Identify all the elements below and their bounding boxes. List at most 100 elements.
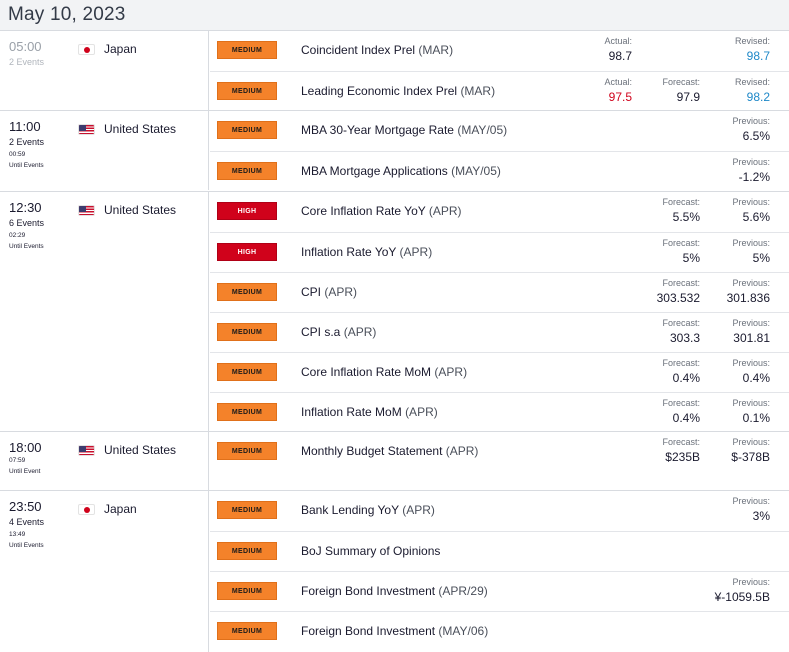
event-group: 12:30 6 Events 02:29 Until Events United Sta… <box>0 191 789 431</box>
event-period: (APR) <box>434 365 468 379</box>
event-name[interactable]: Core Inflation Rate YoY (APR) <box>301 204 462 218</box>
forecast-number: 303.532 <box>656 291 700 305</box>
event-period: (APR) <box>405 405 438 419</box>
event-time: 11:00 <box>9 119 41 134</box>
event-group: 05:00 2 Events Japan MEDIUM Coincident Index… <box>0 30 789 110</box>
previous-number: 6.5% <box>742 129 770 143</box>
event-name[interactable]: Bank Lending YoY (APR) <box>301 503 435 517</box>
group-info: 18:00 07:59 Until Event United States <box>0 432 209 490</box>
previous-number: ¥-1059.5B <box>714 590 770 604</box>
event-row[interactable]: MEDIUM Foreign Bond Investment (APR/29) Pr… <box>210 571 789 611</box>
previous-value: Previous: 301.836 <box>670 277 770 306</box>
previous-number: 3% <box>752 509 770 523</box>
event-row[interactable]: MEDIUM Foreign Bond Investment (MAY/06) <box>210 611 789 651</box>
event-title: MBA 30-Year Mortgage Rate <box>301 123 454 137</box>
countdown-value: 13:49 <box>9 531 26 538</box>
event-name[interactable]: MBA 30-Year Mortgage Rate (MAY/05) <box>301 123 507 137</box>
previous-value: Revised: 98.7 <box>670 35 770 64</box>
event-name[interactable]: CPI (APR) <box>301 285 357 299</box>
forecast-label: Forecast: <box>662 77 700 87</box>
event-period: (MAR) <box>460 84 496 98</box>
event-row[interactable]: MEDIUM CPI s.a (APR) Forecast: 303.3 Previou… <box>210 312 789 352</box>
impact-badge: MEDIUM <box>217 622 277 640</box>
event-name[interactable]: Core Inflation Rate MoM (APR) <box>301 365 467 379</box>
previous-number: 0.4% <box>742 371 770 385</box>
event-name[interactable]: Coincident Index Prel (MAR) <box>301 43 453 57</box>
previous-number: 98.7 <box>746 49 770 63</box>
event-title: Inflation Rate YoY <box>301 245 397 259</box>
countdown-label: Until Event <box>9 467 41 475</box>
event-title: Leading Economic Index Prel <box>301 84 458 98</box>
forecast-value: Forecast: 0.4% <box>600 357 700 386</box>
event-title: CPI <box>301 285 322 299</box>
event-name[interactable]: Foreign Bond Investment (APR/29) <box>301 584 488 598</box>
forecast-label: Forecast: <box>662 437 700 447</box>
forecast-label: Forecast: <box>662 197 700 207</box>
forecast-value: Forecast: 5% <box>600 237 700 266</box>
event-name[interactable]: Monthly Budget Statement (APR) <box>301 444 478 458</box>
event-row[interactable]: MEDIUM BoJ Summary of Opinions <box>210 531 789 571</box>
previous-value: Previous: 6.5% <box>670 115 770 144</box>
event-row[interactable]: MEDIUM Monthly Budget Statement (APR) Fore… <box>210 432 789 491</box>
previous-number: $-378B <box>731 450 770 464</box>
event-period: (MAY/05) <box>457 123 508 137</box>
event-row[interactable]: MEDIUM Bank Lending YoY (APR) Previous: 3% <box>210 491 789 531</box>
previous-value: Revised: 98.2 <box>670 76 770 105</box>
previous-label: Previous: <box>732 157 770 167</box>
event-name[interactable]: Inflation Rate MoM (APR) <box>301 405 438 419</box>
event-title: Foreign Bond Investment <box>301 584 436 598</box>
country-name: United States <box>104 203 177 217</box>
previous-number: 0.1% <box>742 411 770 425</box>
event-row[interactable]: HIGH Core Inflation Rate YoY (APR) Forecas… <box>210 192 789 232</box>
countdown-label: Until Events <box>9 242 44 250</box>
event-title: Core Inflation Rate MoM <box>301 365 432 379</box>
us-flag-icon <box>78 205 95 216</box>
forecast-label: Forecast: <box>662 358 700 368</box>
events-count: 2 Events <box>9 137 45 147</box>
impact-badge: MEDIUM <box>217 403 277 421</box>
countdown-value: 02:29 <box>9 232 26 239</box>
event-name[interactable]: CPI s.a (APR) <box>301 325 376 339</box>
group-info: 23:50 4 Events 13:49 Until Events Japan <box>0 491 209 652</box>
forecast-number: 0.4% <box>672 371 700 385</box>
impact-badge: MEDIUM <box>217 41 277 59</box>
event-name[interactable]: Leading Economic Index Prel (MAR) <box>301 84 495 98</box>
impact-badge: MEDIUM <box>217 501 277 519</box>
event-group: 11:00 2 Events 00:59 Until Events United Sta… <box>0 110 789 190</box>
event-period: (APR) <box>324 285 358 299</box>
event-name[interactable]: Inflation Rate YoY (APR) <box>301 245 432 259</box>
event-group: 18:00 07:59 Until Event United States MEDIUM… <box>0 431 789 490</box>
event-row[interactable]: MEDIUM Core Inflation Rate MoM (APR) Forec… <box>210 352 789 392</box>
forecast-number: 303.3 <box>669 331 700 345</box>
event-row[interactable]: MEDIUM CPI (APR) Forecast: 303.532 Previous:… <box>210 272 789 312</box>
forecast-value: Forecast: 97.9 <box>600 76 700 105</box>
event-title: Inflation Rate MoM <box>301 405 402 419</box>
previous-label: Previous: <box>732 116 770 126</box>
event-row[interactable]: MEDIUM Leading Economic Index Prel (MAR) A… <box>210 71 789 111</box>
event-row[interactable]: MEDIUM Inflation Rate MoM (APR) Forecast: 0… <box>210 392 789 432</box>
actual-label: Actual: <box>604 77 632 87</box>
event-row[interactable]: HIGH Inflation Rate YoY (APR) Forecast: 5% P… <box>210 232 789 272</box>
us-flag-icon <box>78 124 95 135</box>
event-name[interactable]: MBA Mortgage Applications (MAY/05) <box>301 164 501 178</box>
event-row[interactable]: MEDIUM Coincident Index Prel (MAR) Actual:… <box>210 31 789 71</box>
previous-value: Previous: 0.4% <box>670 357 770 386</box>
event-row[interactable]: MEDIUM MBA Mortgage Applications (MAY/05)… <box>210 151 789 191</box>
events-count: 2 Events <box>9 57 45 67</box>
japan-flag-icon <box>78 504 95 515</box>
event-title: Coincident Index Prel <box>301 43 416 57</box>
event-title: MBA Mortgage Applications <box>301 164 448 178</box>
event-period: (MAY/06) <box>438 624 489 638</box>
forecast-label: Forecast: <box>662 278 700 288</box>
previous-number: 5% <box>752 251 770 265</box>
previous-value: Previous: 301.81 <box>670 317 770 346</box>
event-name[interactable]: BoJ Summary of Opinions <box>301 544 440 558</box>
event-row[interactable]: MEDIUM MBA 30-Year Mortgage Rate (MAY/05)… <box>210 111 789 151</box>
event-period: (MAR) <box>418 43 454 57</box>
previous-label: Previous: <box>732 577 770 587</box>
previous-value: Previous: 5% <box>670 237 770 266</box>
countdown-value: 07:59 <box>9 457 26 464</box>
impact-badge: MEDIUM <box>217 162 277 180</box>
previous-value: Previous: ¥-1059.5B <box>670 576 770 605</box>
event-name[interactable]: Foreign Bond Investment (MAY/06) <box>301 624 488 638</box>
